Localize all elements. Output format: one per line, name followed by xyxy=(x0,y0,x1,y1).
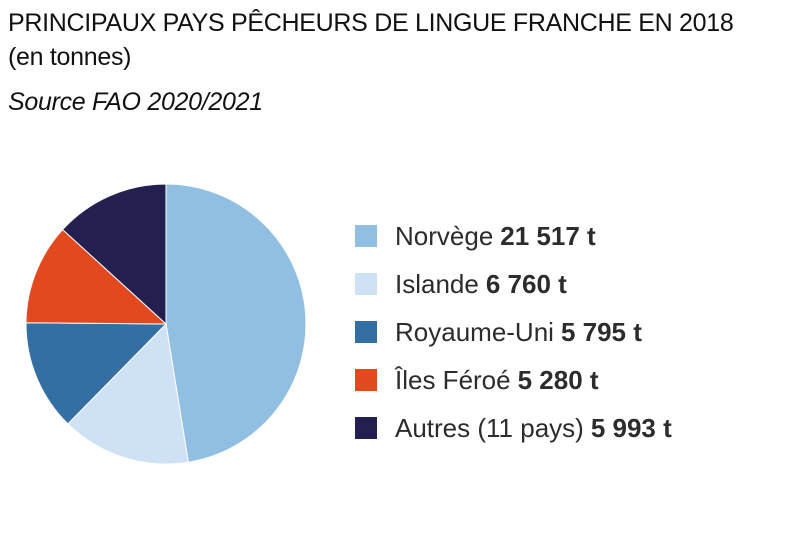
pie-slice-les-f-ro xyxy=(25,228,168,325)
legend-item-islande: Islande 6 760 t xyxy=(355,260,672,308)
legend-value: 5 795 t xyxy=(560,316,642,347)
pie-slice-royaume-uni xyxy=(25,322,168,425)
legend-item-iles-feroe: Îles Féroé 5 280 t xyxy=(355,356,672,404)
legend-swatch xyxy=(355,225,377,247)
legend-label: Îles Féroé xyxy=(395,364,511,395)
legend-swatch xyxy=(355,321,377,343)
legend-item-autres: Autres (11 pays) 5 993 t xyxy=(355,404,672,452)
pie-slice-norv-ge xyxy=(165,183,307,463)
legend-label: Royaume-Uni xyxy=(395,316,554,347)
legend-item-royaume-uni: Royaume-Uni 5 795 t xyxy=(355,308,672,356)
pie-slice-autres-11-pays xyxy=(61,183,167,326)
legend-value: 5 993 t xyxy=(590,412,672,443)
legend-swatch xyxy=(355,369,377,391)
pie-slice-islande xyxy=(67,322,189,465)
legend-label: Norvège xyxy=(395,220,494,251)
legend: Norvège 21 517 t Islande 6 760 t Royaume… xyxy=(355,212,672,452)
chart-source: Source FAO 2020/2021 xyxy=(8,88,263,116)
legend-label: Islande xyxy=(395,268,479,299)
legend-value: 5 280 t xyxy=(517,364,599,395)
legend-item-norvege: Norvège 21 517 t xyxy=(355,212,672,260)
legend-value: 21 517 t xyxy=(500,220,596,251)
legend-label: Autres (11 pays) xyxy=(395,412,584,443)
legend-value: 6 760 t xyxy=(485,268,567,299)
legend-swatch xyxy=(355,273,377,295)
chart-title: PRINCIPAUX PAYS PÊCHEURS DE LINGUE FRANC… xyxy=(8,9,734,71)
legend-swatch xyxy=(355,417,377,439)
